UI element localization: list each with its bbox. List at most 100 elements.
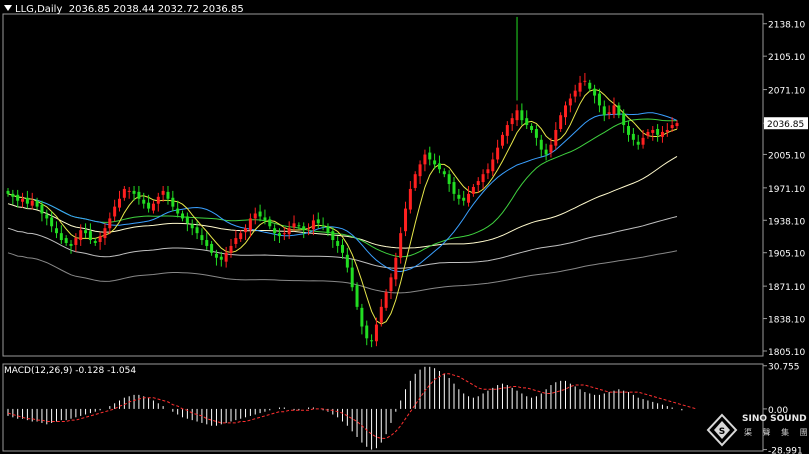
candle-body — [578, 82, 582, 92]
candle-body — [326, 226, 330, 234]
candle-body — [331, 231, 335, 241]
candle-body — [45, 214, 49, 219]
candle-body — [316, 219, 320, 224]
candle-body — [505, 125, 509, 136]
candle-body — [534, 128, 538, 138]
price-panel — [6, 16, 679, 348]
candle-body — [520, 110, 524, 121]
candle-body — [588, 82, 592, 89]
price-tick-label: 1805.10 — [768, 348, 805, 358]
candle-body — [423, 154, 427, 165]
candle-body — [132, 190, 136, 194]
candle-body — [496, 147, 500, 160]
candle-body — [486, 169, 490, 174]
candle-body — [273, 228, 277, 234]
candle-body — [118, 198, 121, 208]
current-price-label: 2036.85 — [767, 120, 804, 130]
ma-slow-line — [7, 118, 678, 258]
candle-body — [437, 163, 441, 170]
candle-body — [190, 224, 194, 229]
candle-body — [181, 213, 185, 219]
ma-mid-line — [7, 112, 678, 273]
candle-body — [559, 115, 563, 129]
candle-body — [147, 202, 151, 209]
candle-body — [602, 106, 606, 116]
chart-frames — [2, 13, 764, 452]
candle-body — [675, 123, 679, 127]
candle-body — [467, 193, 471, 203]
candle-body — [607, 112, 611, 115]
macd-tick-label: 0.00 — [768, 406, 788, 416]
logo-wordmark: SINO SOUND — [742, 414, 807, 424]
candle-body — [394, 257, 398, 280]
ohlc-values: 2036.85 2038.44 2032.72 2036.85 — [68, 4, 244, 15]
candle-body — [539, 139, 543, 150]
candle-body — [379, 306, 383, 323]
price-tick-label: 2105.10 — [768, 53, 805, 63]
candle-body — [103, 228, 107, 239]
candle-body — [277, 233, 281, 237]
candle-body — [341, 244, 344, 253]
candle-body — [307, 228, 311, 230]
candle-body — [476, 181, 480, 185]
candle-body — [583, 80, 587, 82]
price-tick-label: 1938.10 — [768, 217, 805, 227]
price-tick-label: 1905.10 — [768, 250, 805, 260]
candle-body — [593, 88, 597, 96]
candle-body — [122, 188, 126, 198]
candle-body — [311, 220, 315, 230]
candle-body — [74, 238, 78, 245]
candle-body — [205, 240, 209, 246]
dropdown-triangle-icon[interactable] — [4, 5, 12, 11]
candle-body — [292, 223, 296, 228]
candle-body — [564, 105, 567, 118]
candle-body — [641, 137, 645, 145]
candle-body — [98, 236, 102, 242]
candle-body — [457, 194, 461, 199]
candle-body — [452, 182, 456, 194]
candle-body — [622, 113, 626, 126]
candle-body — [229, 245, 233, 253]
candle-body — [11, 193, 15, 197]
candle-body — [471, 186, 475, 194]
symbol-label: LLG,Daily — [15, 4, 63, 15]
candle-body — [433, 160, 437, 165]
macd-tick-label: 30.755 — [768, 363, 800, 373]
candle-body — [113, 206, 117, 217]
candle-body — [612, 105, 616, 115]
price-tick-label: 2005.10 — [768, 151, 805, 161]
candle-body — [573, 90, 577, 97]
candle-body — [384, 292, 388, 308]
price-tick-label: 1838.10 — [768, 316, 805, 326]
candle-body — [597, 93, 601, 106]
candle-body — [530, 126, 534, 130]
candle-body — [656, 128, 660, 135]
candle-body — [631, 133, 635, 140]
svg-text:S: S — [719, 427, 725, 437]
candle-body — [360, 307, 364, 327]
candle-body — [219, 256, 223, 260]
candle-body — [370, 340, 374, 342]
ma-longest-line — [7, 250, 678, 294]
candle-body — [25, 197, 29, 204]
candle-body — [161, 190, 165, 195]
candle-body — [481, 174, 485, 183]
candle-body — [195, 227, 199, 234]
candle-body — [69, 243, 73, 246]
candle-body — [510, 118, 514, 125]
candle-body — [176, 208, 180, 214]
candle-body — [500, 134, 504, 146]
candle-body — [568, 98, 572, 106]
candle-body — [151, 203, 155, 211]
candle-body — [79, 230, 83, 241]
candle-body — [234, 238, 238, 244]
candle-body — [35, 200, 39, 207]
candle-body — [413, 174, 417, 188]
candle-body — [651, 129, 655, 133]
candle-body — [171, 197, 175, 207]
candle-body — [108, 218, 112, 229]
candle-body — [447, 174, 451, 185]
candle-body — [248, 218, 252, 231]
candle-body — [59, 233, 63, 241]
